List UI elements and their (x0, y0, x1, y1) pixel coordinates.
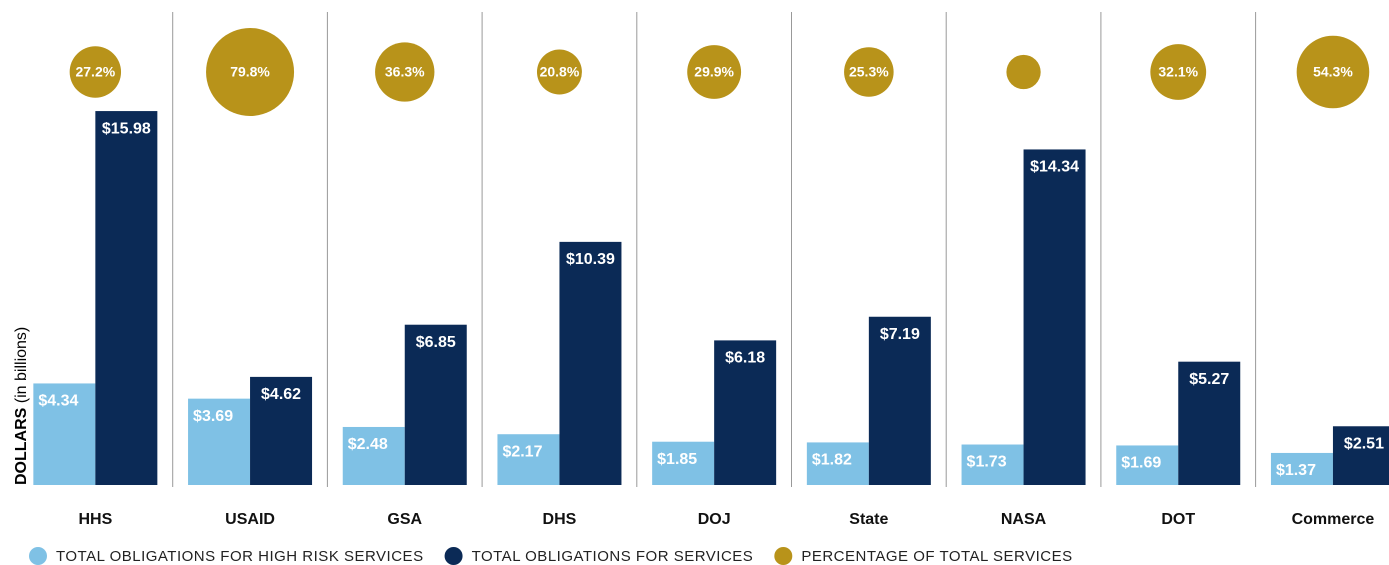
percentage-bubble (69, 46, 122, 98)
bar (250, 376, 313, 485)
data-label: $1.69 (1121, 455, 1161, 472)
legend-label: TOTAL OBLIGATIONS FOR HIGH RISK SERVICES (56, 548, 424, 565)
data-label: $1.82 (812, 452, 852, 469)
legend-marker (29, 547, 47, 565)
data-label: $6.85 (416, 334, 456, 351)
percentage-label: 27.2% (75, 64, 115, 80)
bar (652, 441, 715, 485)
bar (1178, 361, 1241, 485)
bar (1332, 426, 1389, 485)
bar (188, 398, 251, 485)
bar (33, 383, 96, 485)
x-tick-label: USAID (225, 511, 275, 528)
bar (342, 426, 405, 485)
data-label: $3.69 (193, 408, 233, 425)
x-tick-label: DHS (543, 511, 577, 528)
bar (404, 324, 467, 485)
percentage-label: 32.1% (1158, 64, 1198, 80)
bar (497, 434, 560, 485)
percentage-bubble (687, 45, 742, 99)
data-label: $7.19 (880, 326, 920, 343)
percentage-label: 54.3% (1313, 64, 1353, 80)
percentage-bubble (1150, 44, 1207, 100)
percentage-bubble (536, 49, 582, 95)
bar (714, 340, 777, 485)
data-label: $6.18 (725, 350, 765, 367)
bar (868, 316, 931, 485)
percentage-bubble (844, 47, 894, 97)
x-tick-label: NASA (1001, 511, 1047, 528)
bar (95, 111, 158, 486)
x-tick-label: Commerce (1292, 511, 1375, 528)
data-label: $14.34 (1030, 159, 1079, 176)
bar (1023, 149, 1086, 485)
data-label: $4.34 (38, 393, 78, 410)
x-tick-label: HHS (78, 511, 112, 528)
y-axis-label: DOLLARS (in billions) (13, 327, 30, 485)
bar (559, 241, 622, 485)
data-label: $15.98 (102, 120, 151, 137)
percentage-bubble (1296, 35, 1370, 109)
legend-label: PERCENTAGE OF TOTAL SERVICES (801, 548, 1072, 565)
bar (806, 442, 869, 485)
data-label: $4.62 (261, 386, 301, 403)
percentage-bubble (1006, 54, 1041, 90)
x-tick-label: DOT (1161, 511, 1195, 528)
percentage-label: 20.8% (540, 64, 580, 80)
y-label-unit: (in billions) (13, 327, 30, 403)
percentage-bubble (206, 28, 295, 116)
data-label: $2.48 (348, 436, 388, 453)
legend-marker (444, 547, 463, 565)
data-label: $1.85 (657, 451, 697, 468)
data-label: $2.51 (1344, 435, 1384, 452)
data-label: $5.27 (1189, 371, 1229, 388)
percentage-bubble (375, 42, 435, 102)
percentage-label: 12.1% (1004, 92, 1044, 108)
bar (961, 444, 1024, 485)
percentage-label: 25.3% (849, 64, 889, 80)
legend-label: TOTAL OBLIGATIONS FOR SERVICES (472, 548, 754, 565)
data-label: $1.37 (1276, 462, 1316, 479)
data-label: $10.39 (566, 251, 615, 268)
x-tick-label: GSA (387, 511, 422, 528)
x-tick-label: DOJ (698, 511, 731, 528)
y-label-main: DOLLARS (13, 407, 30, 485)
legend-marker (774, 547, 793, 565)
percentage-label: 29.9% (694, 64, 734, 80)
bar (1116, 445, 1179, 485)
data-label: $1.73 (967, 454, 1007, 471)
bar (1270, 452, 1333, 485)
percentage-label: 36.3% (385, 64, 425, 80)
data-label: $2.17 (502, 443, 542, 460)
percentage-label: 79.8% (230, 64, 270, 80)
x-tick-label: State (849, 511, 888, 528)
